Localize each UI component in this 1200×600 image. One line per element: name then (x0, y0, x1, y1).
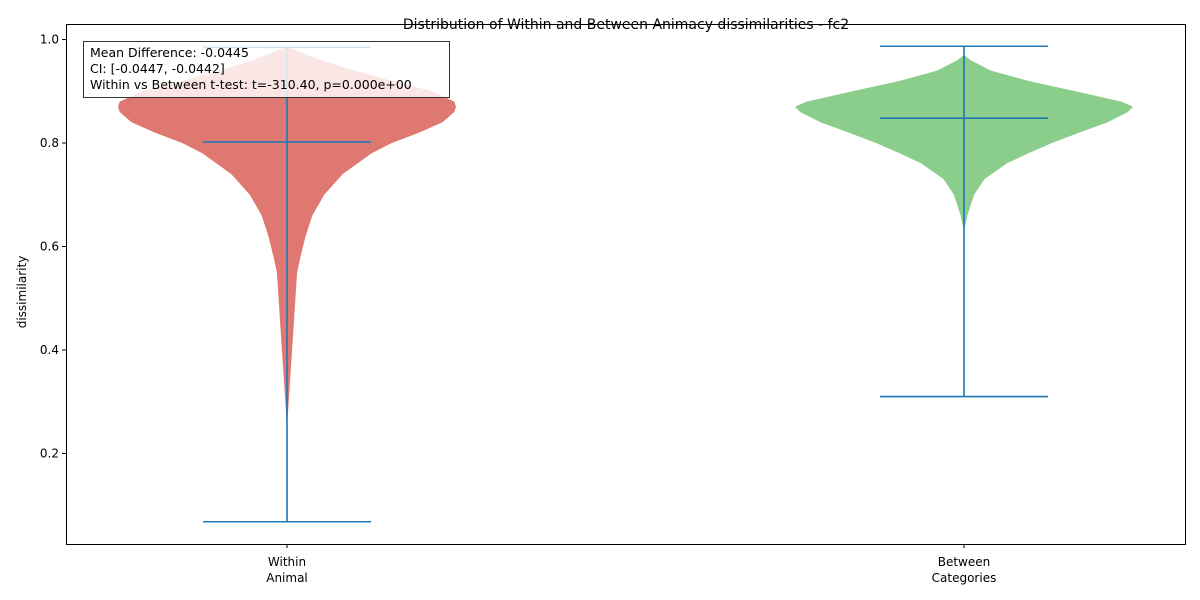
mean-difference-text: Mean Difference: -0.0445 (90, 45, 249, 60)
plot-area-frame (66, 24, 1186, 545)
y-tick-label: 0.6 (40, 239, 59, 253)
x-tick-label-line1: Between (938, 555, 991, 569)
x-tick-label-line2: Categories (932, 571, 997, 585)
y-tick-label: 0.8 (40, 136, 59, 150)
t-test-text: Within vs Between t-test: t=-310.40, p=0… (90, 77, 412, 92)
y-tick-label: 1.0 (40, 33, 59, 47)
y-axis-title: dissimilarity (15, 256, 29, 329)
y-axis: 0.2 0.4 0.6 0.8 1.0 (40, 33, 66, 460)
x-tick-label-line2: Animal (266, 571, 308, 585)
violin-layer (118, 47, 1133, 428)
confidence-interval-text: CI: [-0.0447, -0.0442] (90, 61, 225, 76)
y-tick-label: 0.4 (40, 343, 59, 357)
y-tick-label: 0.2 (40, 446, 59, 460)
stats-annotation-box: Mean Difference: -0.0445 CI: [-0.0447, -… (83, 41, 450, 98)
x-tick-label-line1: Within (268, 555, 306, 569)
x-axis: Within Animal Between Categories (266, 544, 996, 585)
